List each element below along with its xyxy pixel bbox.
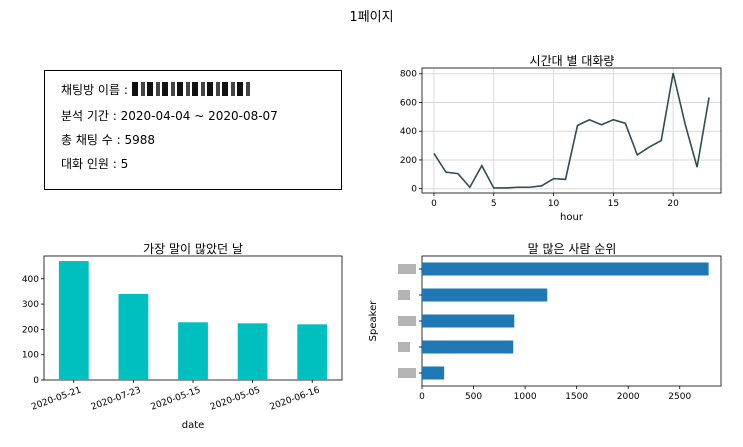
- hbar-x-tick-label: 500: [465, 392, 482, 402]
- hourly-volume-line: [433, 72, 710, 189]
- bar-y-tick-label: 200: [22, 325, 39, 335]
- bar-x-tick-label: 2020-06-16: [269, 385, 322, 412]
- line-y-tick-label: 0: [411, 185, 417, 195]
- bar-chart-title: 가장 말이 많았던 날: [143, 242, 243, 256]
- line-x-tick-label: 5: [491, 199, 497, 209]
- redacted-speaker-name: [398, 368, 416, 378]
- bar-y-tick-label: 100: [22, 351, 39, 361]
- line-plot-frame: [421, 67, 722, 194]
- info-box: 채팅방 이름 : 분석 기간 : 2020-04-04 ~ 2020-08-07…: [44, 70, 342, 190]
- hbar-chart-title: 말 많은 사람 순위: [527, 242, 617, 256]
- bar-x-tick-label: 2020-05-05: [209, 385, 262, 412]
- bar-y-tick-label: 300: [22, 300, 39, 310]
- line-y-tick-label: 200: [400, 156, 417, 166]
- speaker-bar: [422, 262, 709, 276]
- speaker-bar: [422, 366, 445, 380]
- line-x-tick-label: 20: [667, 199, 679, 209]
- bar-plot-frame: [43, 255, 343, 381]
- date-bar: [297, 324, 328, 380]
- hbar-y-axis-label: Speaker: [368, 300, 379, 342]
- redacted-speaker-name: [398, 290, 410, 300]
- page-title: 1페이지: [349, 10, 394, 25]
- hbar-x-tick-label: 1500: [565, 392, 588, 402]
- bar-y-tick-label: 0: [33, 376, 39, 386]
- line-chart-title: 시간대 별 대화량: [529, 54, 615, 68]
- bar-y-tick-label: 400: [22, 275, 39, 285]
- bar-x-axis-label: date: [182, 420, 205, 431]
- participant-count: 대화 인원 : 5: [61, 157, 129, 171]
- line-x-tick-label: 15: [608, 199, 619, 209]
- date-bar: [58, 261, 89, 380]
- redacted-speaker-name: [398, 264, 416, 274]
- line-y-tick-label: 400: [400, 127, 417, 137]
- hbar-x-tick-label: 0: [419, 392, 425, 402]
- total-chats: 총 채팅 수 : 5988: [61, 133, 156, 147]
- line-y-tick-label: 800: [400, 70, 417, 80]
- line-x-tick-label: 0: [431, 199, 437, 209]
- speaker-bar: [422, 314, 515, 328]
- bar-x-tick-label: 2020-05-21: [30, 385, 83, 412]
- bar-x-tick-label: 2020-05-15: [149, 385, 202, 412]
- analysis-period: 분석 기간 : 2020-04-04 ~ 2020-08-07: [61, 109, 278, 123]
- line-x-axis-label: hour: [560, 212, 584, 223]
- redacted-room-name: [131, 82, 252, 96]
- hbar-x-tick-label: 2500: [668, 392, 691, 402]
- speaker-bar: [422, 288, 548, 302]
- hbar-x-tick-label: 1000: [514, 392, 537, 402]
- room-name-label: 채팅방 이름 :: [61, 83, 128, 97]
- date-bar: [118, 293, 149, 380]
- date-bar: [237, 323, 268, 380]
- redacted-speaker-name: [398, 316, 416, 326]
- speaker-bar: [422, 340, 514, 354]
- bar-x-tick-label: 2020-07-23: [90, 385, 143, 412]
- date-bar: [178, 322, 208, 380]
- line-x-tick-label: 10: [548, 199, 560, 209]
- hbar-plot-frame: [421, 255, 722, 387]
- line-y-tick-label: 600: [400, 98, 417, 108]
- room-name-row: 채팅방 이름 :: [61, 81, 252, 98]
- hbar-x-tick-label: 2000: [617, 392, 640, 402]
- redacted-speaker-name: [398, 342, 410, 352]
